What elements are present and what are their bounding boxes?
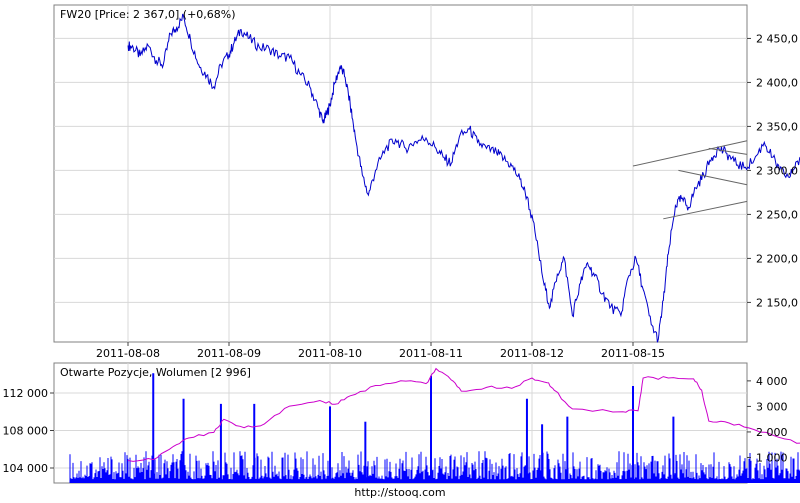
- price-y-tick-label: 2 200,0: [756, 252, 798, 265]
- open-interest-series: [127, 367, 800, 462]
- open-interest-line: [127, 367, 800, 462]
- footer-link[interactable]: http://stooq.com: [354, 486, 445, 499]
- price-series: [127, 13, 800, 343]
- price-grid: [54, 5, 747, 342]
- price-x-tick-label: 2011-08-08: [96, 347, 160, 360]
- trendline: [663, 200, 748, 220]
- price-y-tick-label: 2 250,0: [756, 208, 798, 221]
- price-y-tick-label: 2 450,0: [756, 32, 798, 45]
- trendlines: [632, 140, 748, 220]
- open-interest-tick-label: 104 000: [3, 462, 49, 475]
- price-y-tick-label: 2 300,0: [756, 164, 798, 177]
- price-y-tick-label: 2 350,0: [756, 120, 798, 133]
- price-y-tick-label: 2 150,0: [756, 296, 798, 309]
- price-x-tick-label: 2011-08-15: [601, 347, 665, 360]
- volume-chart-title: Otwarte Pozycje, Wolumen [2 996]: [60, 366, 251, 379]
- price-x-tick-label: 2011-08-10: [298, 347, 362, 360]
- price-x-tick-label: 2011-08-09: [197, 347, 261, 360]
- open-interest-tick-label: 108 000: [3, 425, 49, 438]
- price-panel: [53, 4, 748, 343]
- price-x-axis: 2011-08-08 2011-08-09 2011-08-10 2011-08-11…: [96, 342, 665, 360]
- price-line: [127, 13, 800, 343]
- volume-tick-label: 4 000: [756, 375, 788, 388]
- open-interest-axis: 104 000 108 000 112 000: [3, 387, 54, 475]
- volume-axis: 1 000 2 000 3 000 4 000: [747, 375, 788, 464]
- volume-tick-label: 1 000: [756, 451, 788, 464]
- trendline: [632, 140, 748, 167]
- volume-tick-label: 2 000: [756, 426, 788, 439]
- price-y-axis: 2 150,0 2 200,0 2 250,0 2 300,0 2 350,0 2 400…: [747, 32, 798, 309]
- price-x-tick-label: 2011-08-12: [500, 347, 564, 360]
- price-x-tick-label: 2011-08-11: [399, 347, 463, 360]
- price-y-tick-label: 2 400,0: [756, 76, 798, 89]
- volume-tick-label: 3 000: [756, 400, 788, 413]
- price-chart-title: FW20 [Price: 2 367,0] (+0,68%): [60, 8, 236, 21]
- trendline: [678, 169, 748, 186]
- volume-series: [69, 373, 800, 483]
- open-interest-tick-label: 112 000: [3, 387, 49, 400]
- trendline: [708, 147, 748, 155]
